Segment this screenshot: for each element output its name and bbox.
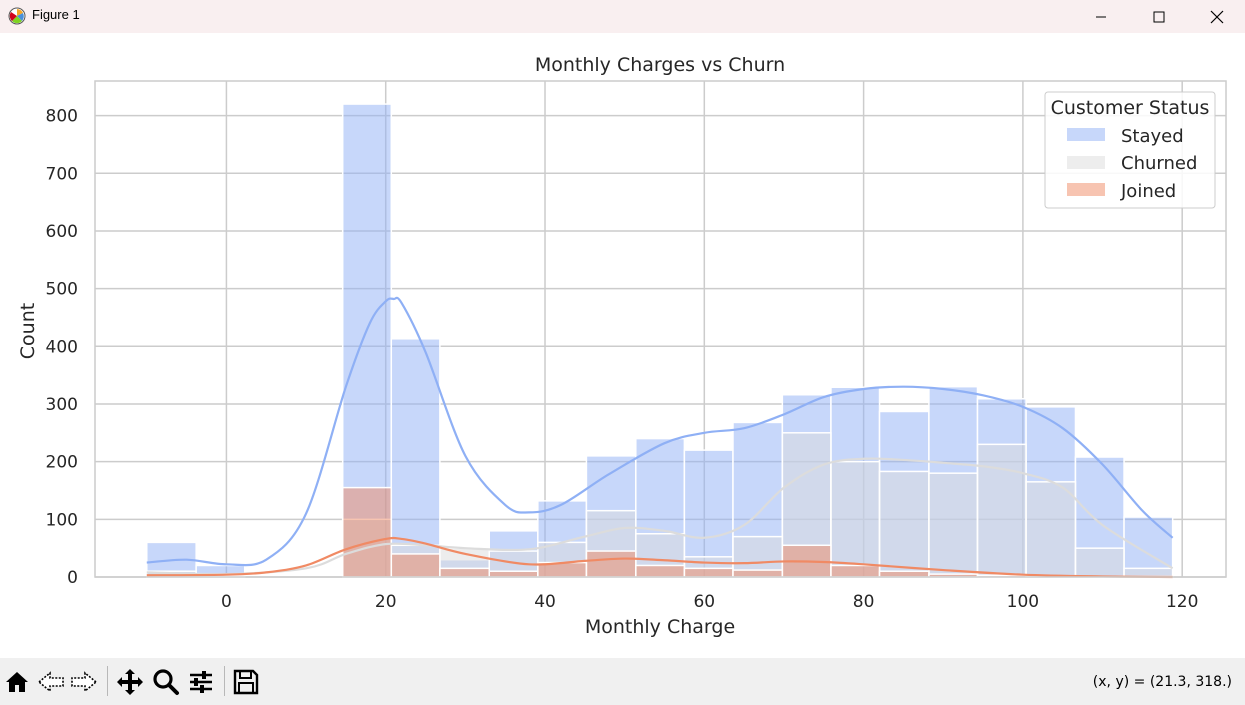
histogram-bar-joined bbox=[585, 550, 637, 578]
x-axis-label: Monthly Charge bbox=[585, 616, 735, 638]
histogram-bar-churned bbox=[976, 443, 1027, 578]
histogram-bar-churned bbox=[928, 472, 979, 578]
pan-button[interactable] bbox=[115, 668, 145, 696]
legend-label-joined: Joined bbox=[1120, 181, 1176, 202]
legend-swatch-churned bbox=[1067, 156, 1105, 169]
histogram-chart: 0 20 40 60 80 100 120 0 100 200 300 400 500 600 700 800… bbox=[17, 54, 1227, 638]
chart-title: Monthly Charges vs Churn bbox=[535, 54, 785, 76]
save-icon bbox=[233, 669, 259, 695]
save-button[interactable] bbox=[231, 668, 261, 696]
close-icon bbox=[1210, 10, 1224, 23]
legend-swatch-joined bbox=[1067, 183, 1105, 196]
histogram-bar-joined bbox=[635, 564, 686, 578]
toolbar-separator bbox=[107, 666, 108, 696]
maximize-icon bbox=[1153, 11, 1165, 22]
legend-title: Customer Status bbox=[1051, 97, 1210, 119]
window-title: Figure 1 bbox=[32, 7, 80, 22]
minimize-button[interactable] bbox=[1072, 0, 1130, 33]
histogram-bar-joined bbox=[439, 567, 491, 578]
kde-line-joined bbox=[146, 536, 1173, 579]
configure-subplots-icon bbox=[190, 671, 212, 693]
home-icon bbox=[6, 672, 28, 692]
x-tick-label: 20 bbox=[375, 592, 397, 612]
pan-icon bbox=[117, 669, 143, 695]
y-tick-label: 800 bbox=[46, 107, 78, 127]
y-tick-label: 100 bbox=[46, 510, 78, 530]
toolbar-separator bbox=[224, 666, 225, 696]
matplotlib-icon bbox=[8, 7, 26, 25]
legend-box bbox=[1044, 91, 1216, 209]
y-tick-label: 0 bbox=[67, 568, 78, 588]
x-tick-label: 0 bbox=[221, 592, 232, 612]
kde-curves bbox=[146, 296, 1174, 579]
histogram-bar-stayed bbox=[683, 449, 734, 578]
legend-label-churned: Churned bbox=[1121, 153, 1197, 174]
maximize-button[interactable] bbox=[1130, 0, 1188, 33]
x-tick-label: 100 bbox=[1007, 592, 1039, 612]
zoom-button[interactable] bbox=[151, 668, 181, 696]
histogram-bars bbox=[146, 103, 1174, 578]
histogram-bar-joined bbox=[878, 570, 930, 578]
back-arrow-icon bbox=[37, 671, 64, 693]
x-tick-label: 60 bbox=[693, 592, 715, 612]
configure-subplots-button[interactable] bbox=[186, 668, 216, 696]
y-tick-label: 600 bbox=[46, 222, 78, 242]
zoom-icon bbox=[153, 669, 179, 695]
y-tick-label: 200 bbox=[46, 453, 78, 473]
y-tick-label: 300 bbox=[46, 395, 78, 415]
navigation-toolbar: (x, y) = (21.3, 318.) bbox=[0, 658, 1245, 705]
figure-canvas[interactable]: 0 20 40 60 80 100 120 0 100 200 300 400 500 600 700 800… bbox=[0, 33, 1245, 658]
histogram-bar-joined bbox=[341, 486, 393, 578]
close-button[interactable] bbox=[1188, 0, 1245, 33]
title-bar: Figure 1 bbox=[0, 0, 1245, 33]
histogram-bar-churned bbox=[830, 460, 881, 578]
y-tick-label: 700 bbox=[46, 164, 78, 184]
histogram-bar-churned bbox=[878, 470, 930, 578]
histogram-bar-joined bbox=[488, 570, 539, 578]
histogram-bar-joined bbox=[390, 553, 441, 578]
kde-line-stayed bbox=[146, 296, 1174, 567]
x-tick-label: 80 bbox=[853, 592, 875, 612]
home-button[interactable] bbox=[2, 668, 32, 696]
plot-frame bbox=[94, 80, 1227, 578]
legend: Customer Status Stayed Churned Joined bbox=[1044, 91, 1216, 209]
y-axis-label: Count bbox=[17, 303, 39, 359]
y-tick-label: 500 bbox=[46, 280, 78, 300]
histogram-bar-churned bbox=[1074, 547, 1125, 578]
forward-arrow-icon bbox=[71, 671, 98, 693]
x-tick-label: 120 bbox=[1166, 592, 1198, 612]
histogram-bar-joined bbox=[830, 564, 881, 578]
kde-line-churned bbox=[146, 457, 1174, 576]
histogram-bar-stayed bbox=[1123, 516, 1174, 578]
legend-label-stayed: Stayed bbox=[1121, 126, 1184, 147]
tick-labels: 0 20 40 60 80 100 120 0 100 200 300 400 500 600 700 800 bbox=[46, 107, 1199, 612]
cursor-coordinates: (x, y) = (21.3, 318.) bbox=[1092, 674, 1232, 690]
histogram-bar-churned bbox=[1025, 481, 1077, 578]
y-tick-label: 400 bbox=[46, 337, 78, 357]
histogram-bar-joined bbox=[683, 567, 734, 578]
minimize-icon bbox=[1096, 16, 1106, 17]
legend-swatch-stayed bbox=[1067, 128, 1105, 141]
histogram-bar-joined bbox=[732, 569, 784, 578]
forward-button[interactable] bbox=[69, 668, 99, 696]
back-button[interactable] bbox=[36, 668, 66, 696]
x-tick-label: 40 bbox=[534, 592, 556, 612]
